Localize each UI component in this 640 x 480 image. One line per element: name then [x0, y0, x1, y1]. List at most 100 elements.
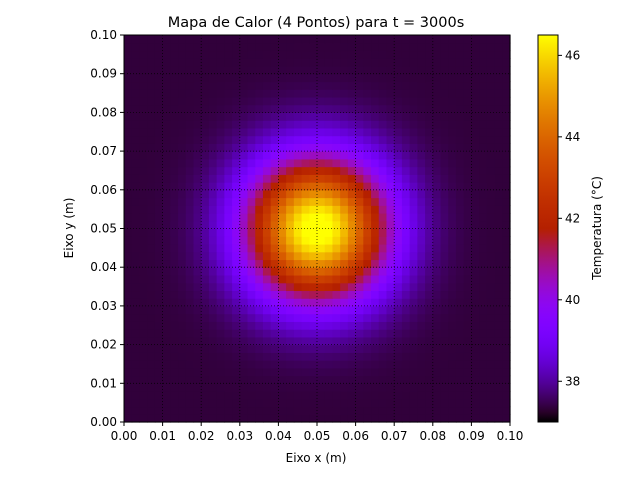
heatmap-cell [170, 189, 179, 199]
heatmap-cell [286, 220, 295, 230]
heatmap-cell [286, 298, 295, 307]
heatmap-cell [394, 127, 403, 137]
heatmap-cell [178, 81, 187, 90]
heatmap-cell [255, 135, 264, 144]
heatmap-cell [409, 290, 418, 299]
heatmap-cell [193, 35, 202, 44]
heatmap-cell [309, 205, 318, 214]
heatmap-cell [317, 213, 326, 222]
heatmap-cell [270, 391, 279, 400]
heatmap-cell [432, 228, 442, 237]
heatmap-cell [417, 267, 426, 276]
heatmap-cell [247, 42, 256, 52]
heatmap-cell [147, 73, 156, 83]
heatmap-cell [208, 344, 218, 353]
heatmap-cell [386, 352, 395, 361]
heatmap-cell [401, 305, 411, 315]
heatmap-cell [201, 151, 210, 160]
heatmap-cell [139, 375, 148, 384]
heatmap-cell [440, 398, 449, 408]
heatmap-cell [448, 274, 457, 284]
heatmap-cell [363, 329, 372, 338]
heatmap-cell [293, 375, 303, 384]
heatmap-cell [208, 89, 218, 98]
heatmap-cell [139, 274, 148, 284]
heatmap-cell [247, 274, 256, 284]
heatmap-cell [124, 189, 133, 199]
heatmap-cell [455, 143, 465, 152]
heatmap-cell [262, 58, 272, 67]
heatmap-cell [409, 65, 418, 75]
heatmap-cell [232, 360, 241, 369]
heatmap-cell [347, 383, 357, 392]
heatmap-cell [170, 313, 179, 322]
heatmap-cell [178, 236, 187, 245]
colorbar [537, 34, 559, 423]
heatmap-cell [124, 274, 133, 284]
heatmap-cell [502, 228, 511, 237]
heatmap-cell [317, 120, 326, 129]
heatmap-cell [324, 143, 334, 152]
heatmap-cell [239, 406, 249, 415]
heatmap-cell [247, 35, 256, 44]
heatmap-cell [170, 50, 179, 59]
heatmap-cell [455, 50, 465, 59]
heatmap-cell [347, 267, 357, 276]
heatmap-cell [224, 166, 233, 175]
heatmap-cell [440, 58, 449, 67]
heatmap-cell [486, 336, 496, 346]
heatmap-cell [309, 329, 318, 338]
heatmap-cell [309, 321, 318, 330]
heatmap-cell [401, 73, 411, 83]
heatmap-cell [247, 305, 256, 315]
heatmap-cell [139, 189, 148, 199]
heatmap-cell [247, 267, 256, 276]
heatmap-cell [494, 127, 503, 137]
heatmap-cell [278, 189, 287, 199]
heatmap-cell [347, 329, 357, 338]
heatmap-cell [394, 89, 403, 98]
heatmap-cell [301, 166, 310, 175]
heatmap-cell [347, 243, 357, 253]
heatmap-cell [502, 352, 511, 361]
heatmap-cell [317, 35, 326, 44]
heatmap-cell [193, 414, 202, 423]
heatmap-cell [486, 35, 496, 44]
heatmap-cell [216, 391, 225, 400]
heatmap-cell [394, 267, 403, 276]
heatmap-cell [270, 267, 279, 276]
heatmap-cell [409, 274, 418, 284]
heatmap-cell [378, 158, 388, 168]
heatmap-cell [317, 112, 326, 121]
heatmap-cell [224, 112, 233, 121]
heatmap-cell [185, 89, 195, 98]
heatmap-cell [332, 236, 341, 245]
heatmap-cell [170, 127, 179, 137]
heatmap-cell [355, 213, 364, 222]
heatmap-cell [486, 236, 496, 245]
colorbar-label: Temperatura (°C) [590, 176, 604, 281]
heatmap-cell [293, 112, 303, 121]
heatmap-cell [494, 329, 503, 338]
heatmap-cell [185, 127, 195, 137]
heatmap-cell [386, 298, 395, 307]
heatmap-cell [124, 243, 133, 253]
heatmap-cell [394, 120, 403, 129]
y-tick-label: 0.00 [90, 415, 117, 429]
heatmap-cell [332, 251, 341, 261]
heatmap-cell [170, 398, 179, 408]
heatmap-cell [494, 174, 503, 183]
x-tick-label: 0.10 [497, 429, 524, 443]
heatmap-cell [309, 182, 318, 191]
heatmap-cell [185, 313, 195, 322]
heatmap-cell [502, 298, 511, 307]
heatmap-cell [154, 166, 164, 175]
heatmap-cell [185, 375, 195, 384]
heatmap-cell [332, 58, 341, 67]
heatmap-cell [139, 65, 148, 75]
heatmap-cell [347, 143, 357, 152]
heatmap-cell [425, 81, 434, 90]
heatmap-cell [255, 89, 264, 98]
heatmap-cell [232, 290, 241, 299]
